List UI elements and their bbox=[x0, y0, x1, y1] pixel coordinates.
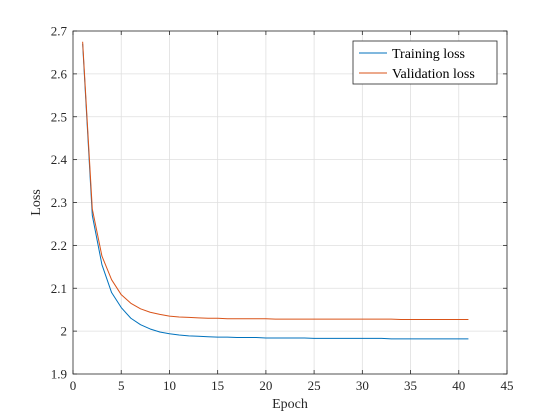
x-tick-label: 15 bbox=[211, 378, 224, 393]
series-lines bbox=[82, 41, 469, 340]
legend-entry-validation-loss: Validation loss bbox=[392, 67, 475, 82]
y-tick-label: 2 bbox=[61, 324, 68, 339]
y-tick-label: 2.1 bbox=[51, 281, 67, 296]
y-tick-label: 2.2 bbox=[51, 238, 67, 253]
x-tick-label: 10 bbox=[163, 378, 176, 393]
x-tick-label: 0 bbox=[70, 378, 77, 393]
grid-lines bbox=[73, 31, 507, 374]
x-tick-label: 25 bbox=[308, 378, 321, 393]
x-tick-label: 45 bbox=[501, 378, 514, 393]
series-line-training-loss bbox=[82, 43, 469, 340]
y-tick-label: 2.6 bbox=[51, 66, 68, 81]
y-tick-label: 2.7 bbox=[51, 24, 68, 39]
tick-labels: 0 5 10 15 20 25 30 35 40 45 1.9 2 2.1 2.2 2.3 2.4 2.5 2.6… bbox=[51, 24, 514, 394]
axis-ticks bbox=[72, 30, 508, 375]
y-axis-label: Loss bbox=[29, 189, 44, 215]
legend-box bbox=[352, 40, 498, 85]
legend-entry-training-loss: Training loss bbox=[392, 47, 465, 62]
y-tick-label: 1.9 bbox=[51, 367, 67, 382]
y-tick-label: 2.5 bbox=[51, 109, 67, 124]
series-line-validation-loss bbox=[82, 41, 469, 321]
x-axis-label: Epoch bbox=[272, 397, 308, 412]
x-tick-label: 20 bbox=[259, 378, 272, 393]
x-tick-label: 40 bbox=[452, 378, 465, 393]
x-tick-label: 35 bbox=[404, 378, 417, 393]
legend: Training loss Validation loss bbox=[352, 40, 498, 85]
y-tick-label: 2.4 bbox=[51, 152, 68, 167]
x-tick-label: 5 bbox=[118, 378, 125, 393]
x-tick-label: 30 bbox=[356, 378, 369, 393]
y-tick-label: 2.3 bbox=[51, 195, 67, 210]
